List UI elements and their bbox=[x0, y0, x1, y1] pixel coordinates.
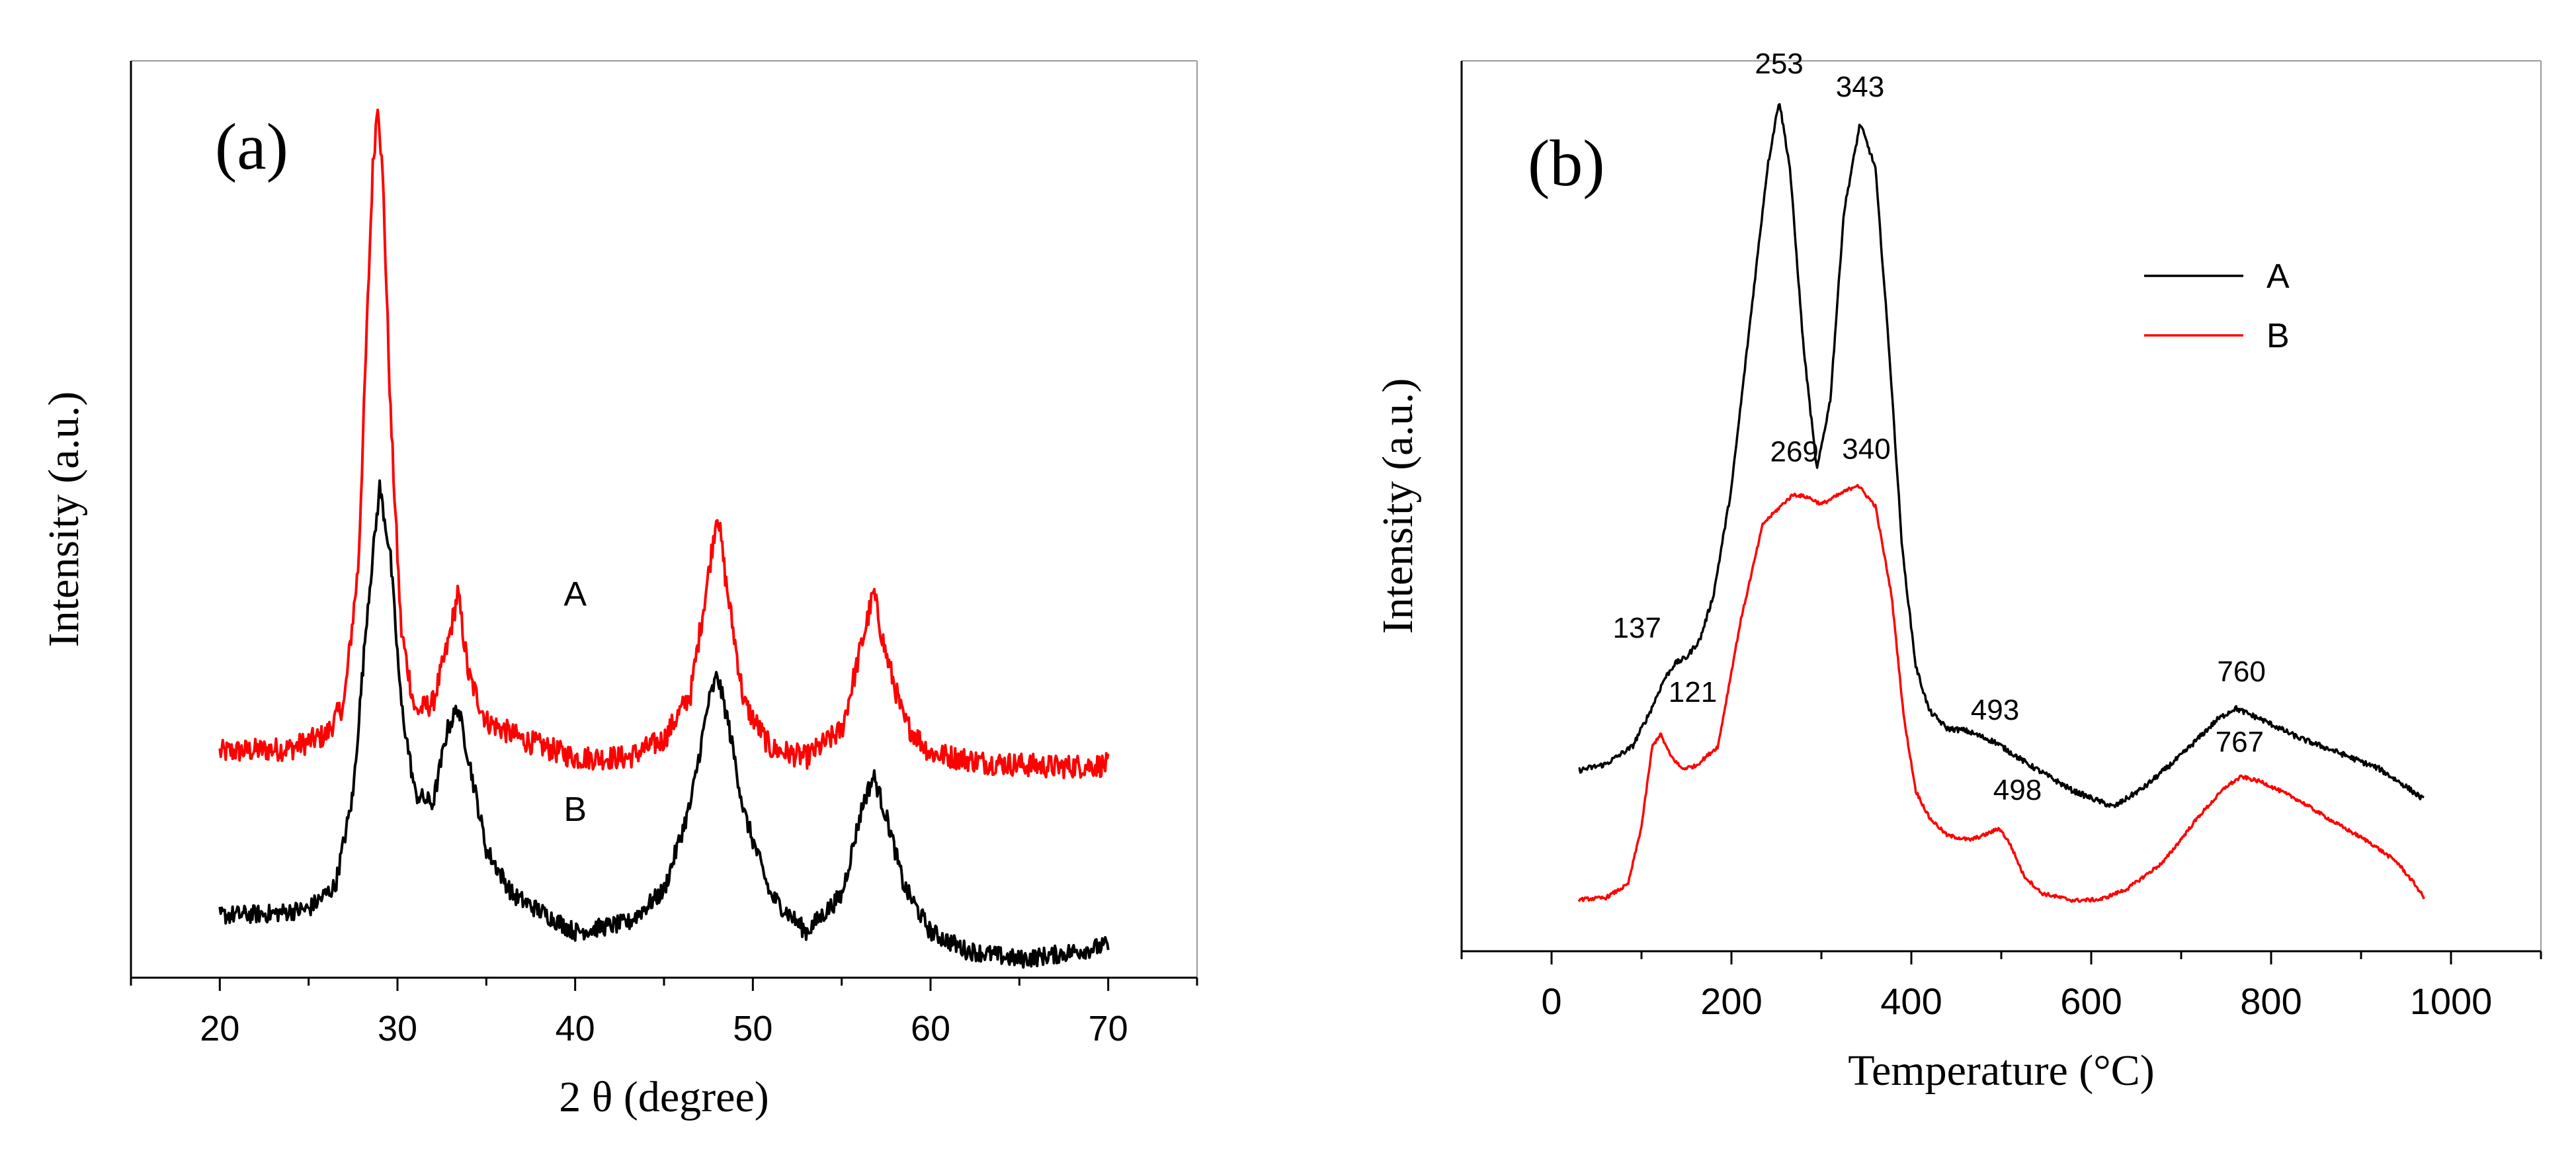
series-label-a: A bbox=[563, 575, 587, 613]
x-tick-label: 800 bbox=[2240, 980, 2302, 1022]
x-tick-label: 50 bbox=[733, 1009, 772, 1048]
peak-label: 767 bbox=[2216, 726, 2264, 758]
x-axis-title: 2 θ (degree) bbox=[559, 1073, 769, 1121]
x-tick-label: 60 bbox=[911, 1009, 950, 1048]
legend: AB bbox=[2144, 257, 2290, 355]
series-label-b: B bbox=[563, 790, 587, 829]
x-tick-label: 1000 bbox=[2410, 980, 2493, 1022]
x-tick-label: 70 bbox=[1089, 1009, 1128, 1048]
x-tick-label: 40 bbox=[556, 1009, 595, 1048]
x-axis-title: Temperature (°C) bbox=[1848, 1046, 2154, 1095]
series-line-a bbox=[218, 108, 1110, 780]
peak-label: 340 bbox=[1842, 433, 1890, 466]
peak-label: 137 bbox=[1612, 612, 1661, 644]
series-line-b bbox=[1577, 484, 2425, 904]
peak-label: 253 bbox=[1755, 48, 1803, 80]
x-tick-label: 200 bbox=[1700, 980, 1762, 1022]
x-tick-label: 400 bbox=[1880, 980, 1942, 1022]
peak-label: 493 bbox=[1971, 694, 2019, 726]
series-line-b bbox=[218, 479, 1110, 969]
chart-panel-b: 0 200 400 600 800 1000 Temperature (°C) Intensi… bbox=[1374, 48, 2542, 1095]
y-axis-title: Intensity (a.u.) bbox=[1374, 378, 1422, 634]
legend-label-b: B bbox=[2266, 317, 2290, 355]
x-tick-label: 0 bbox=[1541, 980, 1561, 1022]
panel-label: (b) bbox=[1528, 126, 1605, 200]
peak-label: 121 bbox=[1669, 676, 1717, 708]
peak-label: 760 bbox=[2217, 656, 2265, 688]
x-tick-label: 600 bbox=[2060, 980, 2122, 1022]
y-axis-title: Intensity (a.u.) bbox=[40, 392, 88, 648]
chart-panel-a: 20 30 40 50 60 70 2 θ (degree) Intensity (a.u.)… bbox=[40, 60, 1198, 1121]
peak-label: 269 bbox=[1770, 436, 1818, 468]
x-tick-label: 30 bbox=[378, 1009, 417, 1048]
x-tick-label: 20 bbox=[200, 1009, 239, 1048]
series-line-a bbox=[1578, 103, 2425, 808]
peak-label: 343 bbox=[1836, 71, 1884, 103]
panel-label: (a) bbox=[215, 110, 288, 183]
legend-label-a: A bbox=[2266, 257, 2290, 296]
peak-label: 498 bbox=[1993, 774, 2042, 806]
